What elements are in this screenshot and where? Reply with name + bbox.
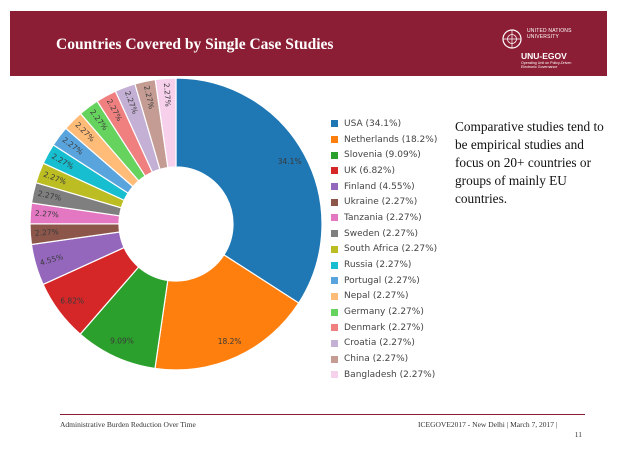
- logo-org-name: UNITED NATIONS UNIVERSITY: [527, 28, 572, 40]
- legend-swatch: [331, 308, 338, 316]
- chart-legend: USA (34.1%) Netherlands (18.2%) Slovenia (…: [331, 116, 437, 383]
- legend-item: Russia (2.27%): [331, 257, 437, 273]
- legend-item: Denmark (2.27%): [331, 320, 437, 336]
- legend-swatch: [331, 198, 338, 206]
- legend-item: China (2.27%): [331, 351, 437, 367]
- legend-label: Russia (2.27%): [344, 260, 412, 271]
- legend-item: USA (34.1%): [331, 116, 437, 132]
- legend-label: Finland (4.55%): [344, 181, 415, 192]
- legend-label: Ukraine (2.27%): [344, 197, 418, 208]
- slice-label: 6.82%: [60, 296, 84, 305]
- footer-event-info: ICEGOVE2017 - New Delhi | March 7, 2017 …: [418, 420, 582, 440]
- legend-swatch: [331, 277, 338, 285]
- slice-label: 18.2%: [218, 337, 242, 346]
- legend-item: Slovenia (9.09%): [331, 147, 437, 163]
- footer-presentation-title: Administrative Burden Reduction Over Tim…: [60, 420, 196, 429]
- legend-item: Germany (2.27%): [331, 304, 437, 320]
- legend-label: Germany (2.27%): [344, 307, 424, 318]
- legend-swatch: [331, 292, 338, 300]
- legend-swatch: [331, 371, 338, 379]
- slice-label: 2.27%: [35, 227, 59, 238]
- page-number: 11: [574, 430, 582, 439]
- slide-header: UNITED NATIONS UNIVERSITY UNU-EGOV Opera…: [10, 11, 607, 76]
- legend-item: Ukraine (2.27%): [331, 194, 437, 210]
- slice-label: 2.27%: [162, 83, 173, 107]
- legend-item: Bangladesh (2.27%): [331, 367, 437, 383]
- slice-netherlands: [154, 254, 300, 371]
- legend-swatch: [331, 183, 338, 191]
- logo-tagline: Operating Unit on Policy-Driven Electron…: [521, 61, 572, 69]
- legend-label: Tanzania (2.27%): [344, 212, 422, 223]
- legend-swatch: [331, 230, 338, 238]
- legend-swatch: [331, 339, 338, 347]
- footer-event: ICEGOVE2017 - New Delhi | March 7, 2017 …: [418, 420, 558, 429]
- legend-label: South Africa (2.27%): [344, 244, 438, 255]
- legend-label: Slovenia (9.09%): [344, 150, 421, 161]
- legend-item: Finland (4.55%): [331, 179, 437, 195]
- legend-item: Tanzania (2.27%): [331, 210, 437, 226]
- legend-item: UK (6.82%): [331, 163, 437, 179]
- legend-item: South Africa (2.27%): [331, 242, 437, 258]
- legend-label: UK (6.82%): [344, 165, 395, 176]
- legend-swatch: [331, 245, 338, 253]
- slide-title: Countries Covered by Single Case Studies: [56, 36, 334, 53]
- legend-swatch: [331, 214, 338, 222]
- legend-label: Netherlands (18.2%): [344, 134, 438, 145]
- comparative-studies-note: Comparative studies tend to be empirical…: [455, 119, 604, 206]
- un-emblem-icon: [502, 29, 522, 49]
- legend-swatch: [331, 136, 338, 144]
- legend-label: Nepal (2.27%): [344, 291, 409, 302]
- legend-label: Portugal (2.27%): [344, 275, 420, 286]
- legend-label: USA (34.1%): [344, 118, 402, 129]
- legend-label: Croatia (2.27%): [344, 338, 415, 349]
- legend-label: Denmark (2.27%): [344, 322, 424, 333]
- legend-swatch: [331, 120, 338, 128]
- legend-item: Croatia (2.27%): [331, 336, 437, 352]
- slice-label: 2.27%: [35, 209, 59, 220]
- legend-item: Nepal (2.27%): [331, 289, 437, 305]
- legend-swatch: [331, 261, 338, 269]
- legend-swatch: [331, 167, 338, 175]
- footer-divider: [60, 414, 585, 415]
- legend-item: Portugal (2.27%): [331, 273, 437, 289]
- slice-usa: [175, 77, 323, 304]
- slice-label: 9.09%: [110, 337, 134, 346]
- legend-swatch: [331, 355, 338, 363]
- slice-label: 34.1%: [278, 157, 302, 166]
- legend-label: China (2.27%): [344, 354, 409, 365]
- legend-label: Sweden (2.27%): [344, 228, 419, 239]
- legend-item: Sweden (2.27%): [331, 226, 437, 242]
- slice-bangladesh: [154, 77, 177, 169]
- legend-swatch: [331, 324, 338, 332]
- legend-label: Bangladesh (2.27%): [344, 369, 436, 380]
- logo-unit-name: UNU-EGOV: [521, 51, 567, 61]
- legend-swatch: [331, 151, 338, 159]
- unu-egov-logo: UNITED NATIONS UNIVERSITY UNU-EGOV Opera…: [501, 25, 591, 69]
- legend-item: Netherlands (18.2%): [331, 132, 437, 148]
